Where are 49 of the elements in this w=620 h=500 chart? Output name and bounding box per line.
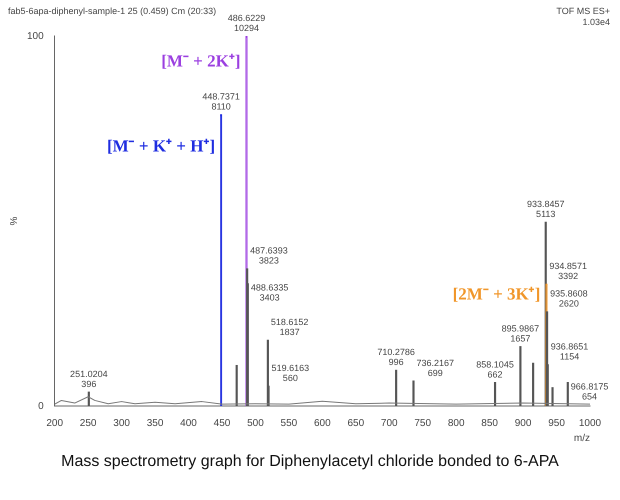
annotation: [M⁻ + 2K⁺]: [161, 51, 240, 70]
x-tick-label: 1000: [578, 418, 602, 429]
annotation: 736.2167 699: [416, 358, 454, 378]
x-tick-label: 300: [113, 418, 130, 429]
x-tick-label: 500: [247, 418, 264, 429]
bar: [532, 362, 534, 406]
annotation: [M⁻ + K⁺ + H⁺]: [106, 136, 216, 156]
chart-subtitle: fab5-6apa-diphenyl-sample-1 25 (0.459) Cm (20:33): [8, 6, 216, 16]
x-tick-label: 200: [46, 418, 64, 429]
annotation: 251.0204 396: [70, 368, 108, 389]
annotation: 519.6163 560: [272, 363, 310, 384]
annotation: 966.8175 654: [570, 381, 608, 402]
x-tick-label: 800: [448, 418, 465, 429]
annotation: 936.8651 1154: [550, 342, 588, 362]
bar: [236, 364, 238, 406]
annotation: 895.9867 1657: [502, 323, 540, 344]
bar: [88, 392, 90, 406]
x-tick-label: 450: [214, 418, 231, 429]
text: 1.03e4: [582, 17, 610, 27]
annotation: [2M⁻ + 3K⁺]: [452, 284, 540, 304]
x-tick-label: 850: [481, 418, 498, 429]
x-tick-label: 350: [146, 418, 164, 429]
x-tick-label: 700: [380, 418, 398, 429]
bar: [519, 346, 522, 406]
annotation: 487.6393 3823: [250, 246, 288, 266]
x-tick-label: 550: [280, 418, 298, 429]
annotation: 448.7371 8110: [202, 91, 240, 112]
y-tick-label: 100: [26, 30, 44, 42]
annotation: 934.8571 3392: [549, 260, 587, 281]
x-tick-label: 950: [548, 418, 566, 429]
x-tick-label: 900: [514, 418, 532, 429]
y-axis-title: %: [8, 216, 20, 226]
x-tick-label: 650: [347, 418, 365, 429]
annotation: 710.2786 996: [377, 347, 415, 368]
x-tick-label: 400: [180, 418, 198, 429]
annotation: 518.6152 1837: [270, 317, 308, 338]
bar: [566, 382, 569, 406]
annotation: 488.6335 3403: [250, 282, 288, 303]
x-tick-label: 600: [314, 418, 332, 429]
text: Mass spectrometry graph for Diphenylacetyl chloride bonded to 6-APA: [60, 452, 560, 472]
text: TOF MS ES+: [556, 6, 610, 16]
annotation: 933.8457 5113: [526, 199, 565, 220]
annotation: 935.8608 2620: [550, 288, 588, 309]
annotation: 486.6229 10294: [228, 12, 266, 33]
x-tick-label: 250: [80, 418, 97, 429]
y-tick-label: 0: [38, 400, 44, 412]
x-axis-title: m/z: [574, 432, 590, 444]
x-tick-label: 750: [414, 418, 432, 429]
annotation: 858.1045 662: [476, 359, 514, 380]
